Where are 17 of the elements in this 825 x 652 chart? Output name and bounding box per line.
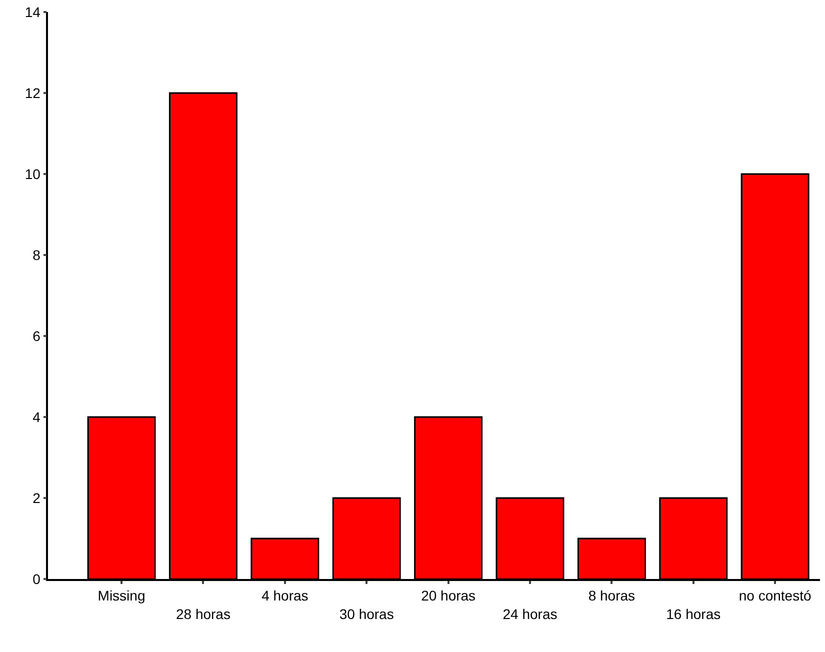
x-tick-label: 4 horas <box>262 588 308 604</box>
y-tick-label: 2 <box>32 490 41 506</box>
x-tick-label: 24 horas <box>502 606 558 622</box>
y-tick-label: 8 <box>32 246 41 263</box>
x-tick-label: 16 horas <box>666 606 721 622</box>
x-tick-label: 20 horas <box>421 588 476 604</box>
x-tick-label: 28 horas <box>176 606 230 622</box>
y-tick-label: 4 <box>32 408 41 425</box>
x-tick-label: Missing <box>98 588 146 604</box>
x-tick-label: no contestó <box>738 588 812 604</box>
y-tick-label: 14 <box>24 4 41 20</box>
x-tick-label: 30 horas <box>339 606 394 622</box>
y-tick-label: 6 <box>32 328 41 344</box>
y-tick-label: 0 <box>32 570 41 587</box>
y-tick-label: 12 <box>24 84 41 101</box>
x-tick-label: 8 horas <box>588 588 636 604</box>
y-tick-label: 10 <box>24 166 41 182</box>
